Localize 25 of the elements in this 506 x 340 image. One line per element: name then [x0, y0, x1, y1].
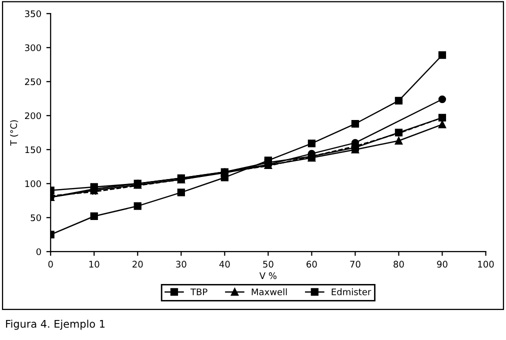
- y-tick-label: 50: [30, 214, 41, 222]
- x-tick-label: 10: [89, 260, 100, 268]
- y-tick-label: 200: [25, 112, 41, 120]
- x-tick-label: 80: [394, 260, 404, 268]
- legend-label: Maxwell: [252, 288, 287, 296]
- x-tick-label: 20: [132, 260, 143, 268]
- x-tick-label: 60: [306, 260, 317, 268]
- legend-label: Edmister: [332, 288, 372, 296]
- y-tick-label: 350: [25, 10, 41, 18]
- x-tick-label: 50: [263, 260, 274, 268]
- y-tick-label: 300: [25, 44, 41, 52]
- x-tick-label: 0: [48, 260, 53, 268]
- x-axis-title: V %: [259, 272, 276, 280]
- y-tick-label: 0: [36, 248, 41, 256]
- legend-label: TBP: [190, 288, 208, 296]
- y-tick-label: 250: [25, 78, 41, 86]
- x-tick-label: 90: [437, 260, 448, 268]
- x-tick-label: 100: [478, 260, 494, 268]
- x-tick-label: 30: [176, 260, 186, 268]
- y-tick-label: 150: [25, 146, 41, 154]
- text: Figura 4. Ejemplo 1: [6, 320, 105, 330]
- x-tick-label: 70: [350, 260, 360, 268]
- y-axis-title: T (°C): [10, 120, 18, 146]
- x-tick-label: 40: [219, 260, 230, 268]
- y-tick-label: 100: [25, 180, 41, 188]
